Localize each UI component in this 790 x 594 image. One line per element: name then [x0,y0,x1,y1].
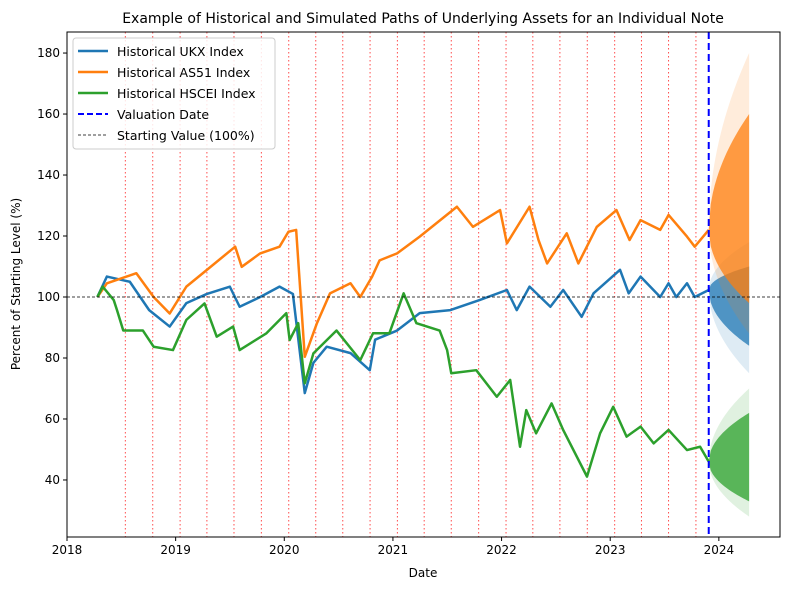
legend-label-hscei: Historical HSCEI Index [117,86,256,101]
legend-label-starting: Starting Value (100%) [117,128,255,143]
series-line-historical-hscei-index [96,285,710,478]
x-axis: 2018 2019 2020 2021 2022 2023 2024 [52,537,734,557]
y-tick-label: 160 [37,107,60,121]
series-line-historical-as51-index [96,205,710,359]
plot-frame [66,31,781,538]
y-axis-label: Percent of Starting Level (%) [9,198,23,370]
series-line-historical-ukx-index [96,268,710,395]
x-tick-label: 2024 [704,543,735,557]
x-tick-label: 2023 [595,543,626,557]
y-tick-label: 40 [45,473,60,487]
x-tick-label: 2020 [269,543,300,557]
x-tick-label: 2018 [52,543,83,557]
y-tick-label: 80 [45,351,60,365]
y-tick-label: 60 [45,412,60,426]
legend-box [72,37,276,150]
simulated-paths [708,53,750,517]
simulated-band-2-1 [708,412,750,502]
chart-title: Example of Historical and Simulated Path… [122,11,724,27]
y-tick-label: 140 [37,168,60,182]
legend-label-valuation: Valuation Date [117,107,209,122]
y-tick-label: 100 [37,290,60,304]
x-tick-label: 2019 [160,543,191,557]
legend-label-ukx: Historical UKX Index [117,44,244,59]
legend-label-as51: Historical AS51 Index [117,65,250,80]
historical-series [96,205,710,478]
x-tick-label: 2022 [486,543,517,557]
y-tick-label: 180 [37,46,60,60]
x-tick-label: 2021 [378,543,409,557]
simulated-band-1-1 [708,114,750,304]
y-axis: 40 60 80 100 120 140 160 180 [37,46,67,487]
legend: Historical UKX Index Historical AS51 Ind… [72,37,276,150]
y-tick-label: 120 [37,229,60,243]
x-axis-label: Date [409,566,438,580]
